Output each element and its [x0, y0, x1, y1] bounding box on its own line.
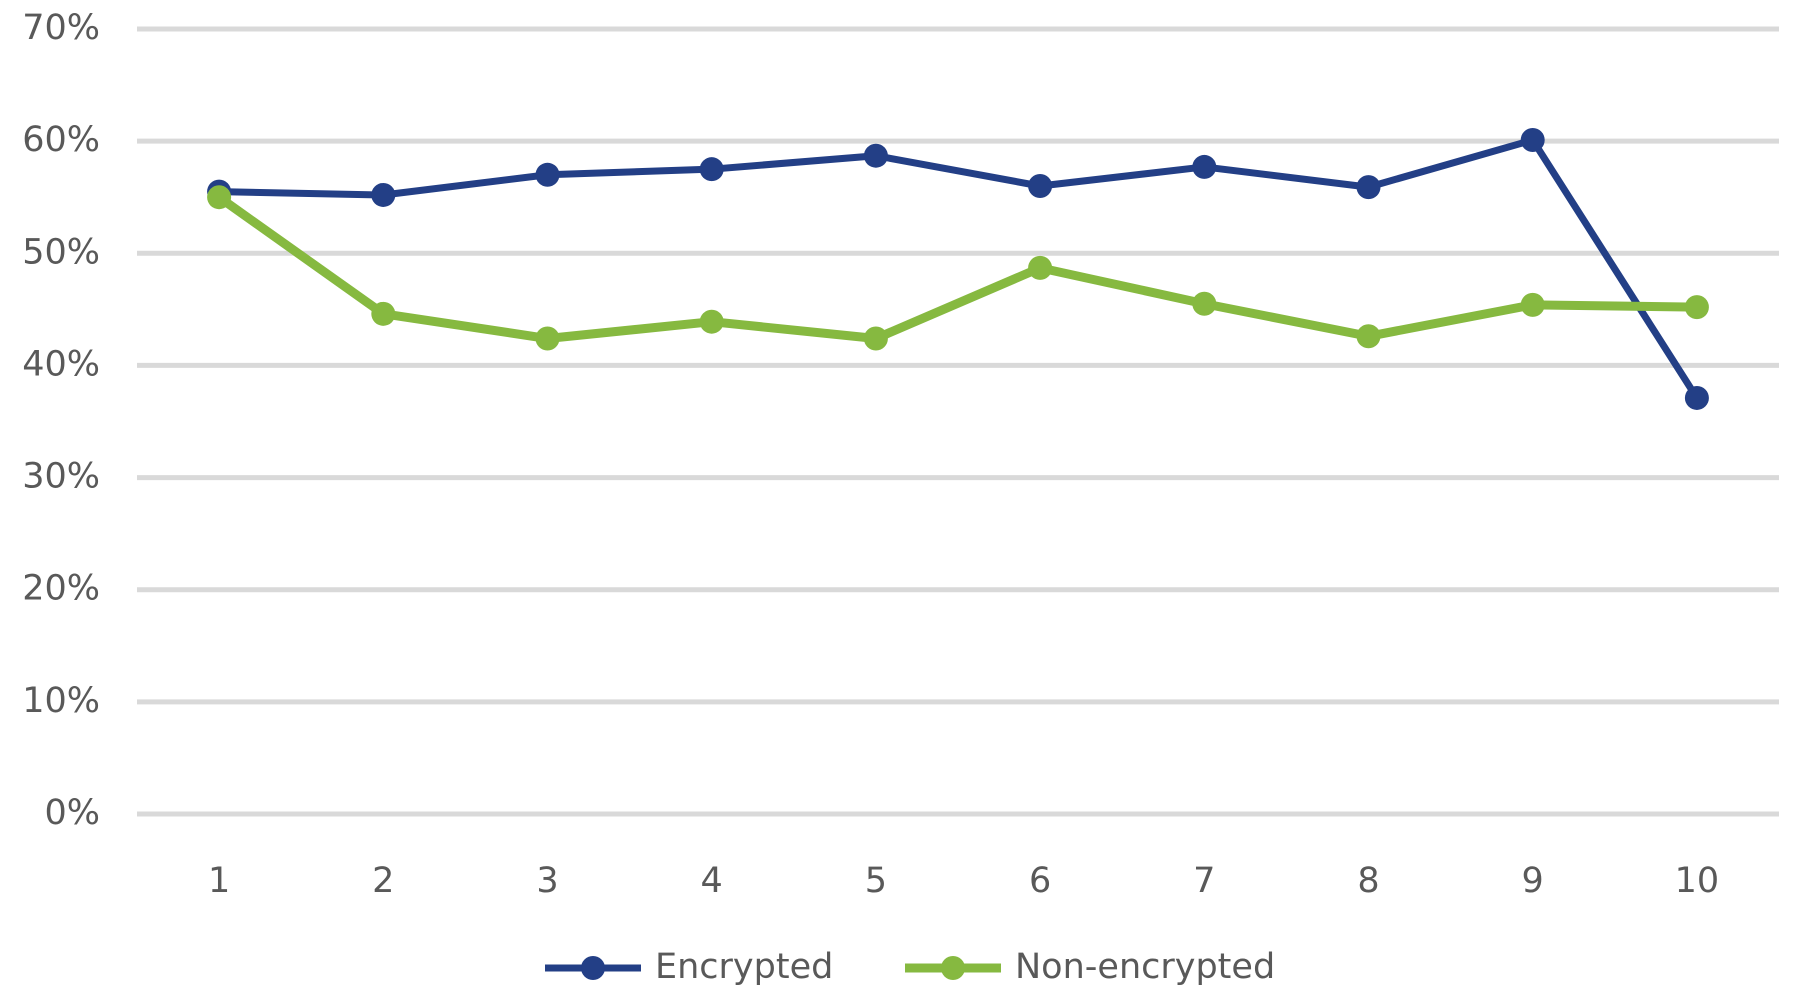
series-line	[219, 136, 1700, 400]
data-point	[863, 143, 888, 168]
data-point	[1520, 128, 1545, 153]
data-point	[1520, 292, 1545, 317]
data-point	[863, 326, 888, 351]
y-tick-label: 20%	[22, 569, 100, 609]
y-tick-label: 10%	[22, 681, 100, 721]
x-tick-label: 10	[1675, 861, 1720, 901]
y-tick-label: 0%	[44, 793, 100, 833]
y-tick-label: 40%	[22, 344, 100, 384]
data-point	[1192, 154, 1217, 179]
y-tick-label: 60%	[22, 120, 100, 160]
x-tick-label: 2	[372, 861, 394, 901]
x-tick-label: 9	[1522, 861, 1544, 901]
legend-label: Non-encrypted	[1015, 947, 1275, 987]
data-point	[207, 185, 232, 210]
data-point	[371, 301, 396, 326]
x-tick-label: 4	[701, 861, 723, 901]
y-tick-label: 30%	[22, 457, 100, 497]
x-tick-label: 8	[1357, 861, 1379, 901]
legend-marker	[581, 956, 605, 980]
data-point	[1356, 324, 1381, 349]
legend-label: Encrypted	[655, 947, 833, 987]
data-point	[1028, 174, 1053, 198]
data-point	[1684, 295, 1709, 320]
y-tick-label: 70%	[22, 8, 100, 48]
y-tick-label: 50%	[22, 232, 100, 272]
data-point	[371, 182, 396, 207]
data-point	[699, 309, 724, 334]
data-point	[1028, 255, 1053, 280]
x-tick-label: 5	[865, 861, 887, 901]
x-tick-label: 1	[208, 861, 230, 901]
data-point	[535, 162, 560, 187]
data-point	[699, 157, 724, 182]
data-point	[1192, 291, 1217, 316]
legend-marker	[941, 956, 965, 980]
data-point	[1356, 175, 1381, 200]
data-point	[535, 326, 560, 351]
data-point	[1684, 385, 1709, 410]
x-tick-label: 3	[536, 861, 558, 901]
x-tick-label: 6	[1029, 861, 1051, 901]
series-line	[216, 193, 1697, 344]
x-tick-label: 7	[1193, 861, 1215, 901]
